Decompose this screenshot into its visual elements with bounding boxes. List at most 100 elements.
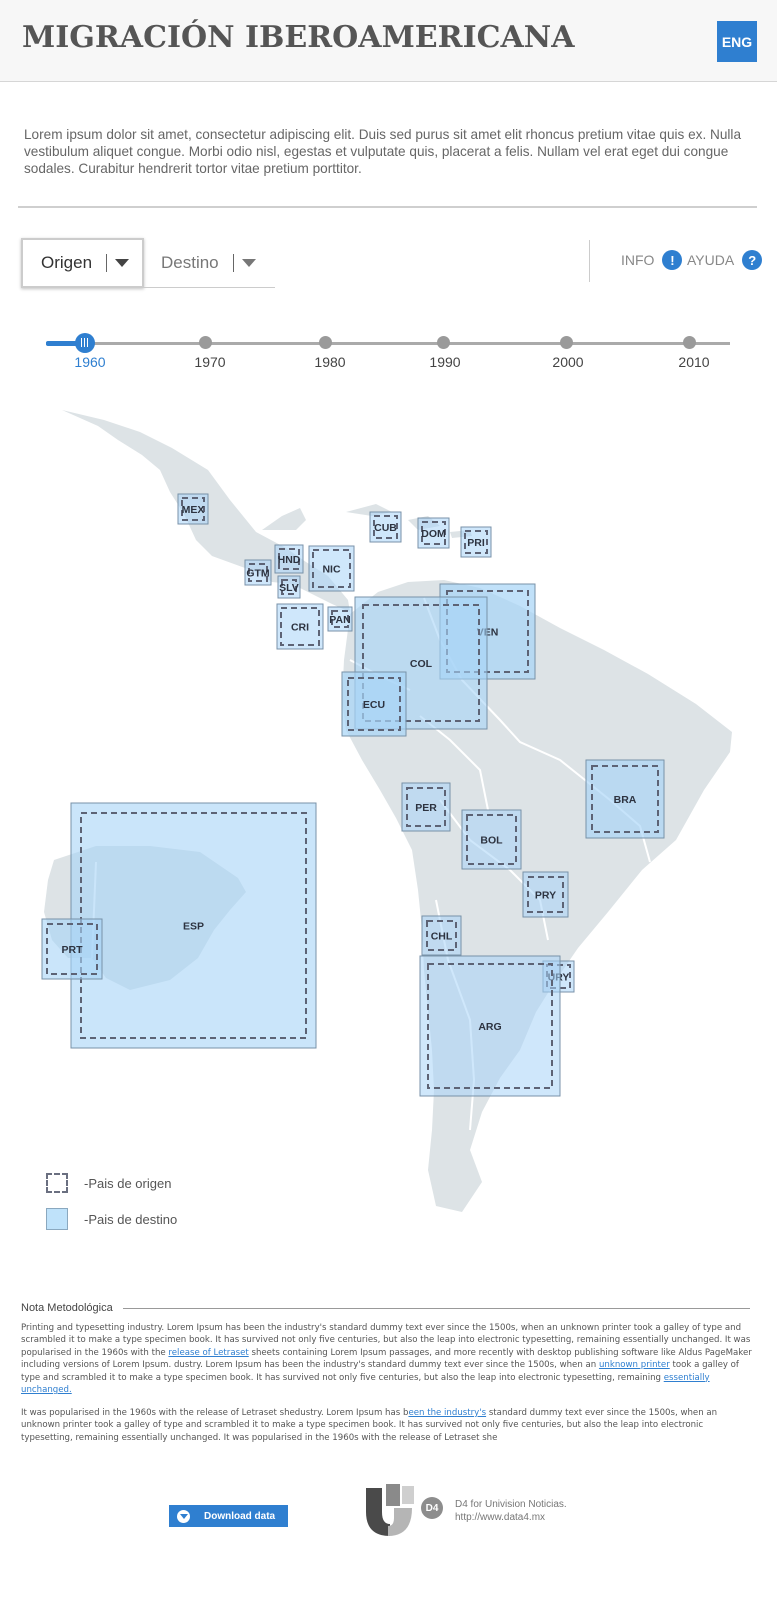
destination-box[interactable] (421, 915, 462, 956)
d4-badge: D4 (421, 1497, 443, 1519)
year-label-1980[interactable]: 1980 (314, 354, 346, 370)
country-code-label: PER (415, 802, 437, 814)
ayuda-button[interactable]: AYUDA ? (687, 250, 763, 270)
info-icon: ! (662, 250, 683, 270)
origin-box (466, 814, 517, 865)
country-box-chl[interactable]: CHL (421, 915, 462, 956)
release-of-letraset-link[interactable]: release of Letraset (168, 1347, 249, 1358)
destination-box[interactable] (419, 955, 561, 1097)
info-label: INFO (621, 252, 655, 268)
credit-url[interactable]: http://www.data4.mx (455, 1512, 546, 1523)
origin-box (591, 765, 659, 833)
nota-header: Nota Metodológica (21, 1302, 750, 1314)
country-box-per[interactable]: PER (401, 782, 451, 832)
chevron-down-icon (241, 258, 256, 267)
destino-label: Destino (161, 252, 219, 272)
timeline-track[interactable] (46, 342, 730, 345)
country-box-pri[interactable]: PRI (460, 526, 492, 558)
destination-box[interactable] (461, 809, 522, 870)
nota-text: standard dummy text ever since the 1500s… (21, 1408, 718, 1443)
destination-box[interactable] (277, 575, 301, 599)
download-data-button[interactable]: Download data (169, 1505, 288, 1527)
origin-box (527, 876, 564, 913)
chevron-down-icon (115, 259, 130, 267)
credit-line: D4 for Univision Noticias. (455, 1499, 567, 1510)
origin-box (426, 920, 457, 951)
country-code-label: SLV (279, 582, 299, 594)
country-code-label: NIC (322, 564, 341, 576)
country-box-slv[interactable]: SLV (277, 575, 301, 599)
country-box-bra[interactable]: BRA (585, 759, 665, 839)
destination-box[interactable] (522, 871, 569, 918)
country-code-label: PRT (62, 944, 84, 956)
origen-label: Origen (41, 253, 93, 272)
nota-text: took a galley of type and scrambled it t… (21, 1360, 739, 1383)
year-label-1990[interactable]: 1990 (429, 354, 461, 370)
year-timeline-slider[interactable]: 1960 1970 1980 1990 2000 2010 (0, 320, 777, 380)
country-code-label: ARG (478, 1021, 501, 1033)
origin-box (362, 604, 480, 722)
country-box-ecu[interactable]: ECU (341, 671, 407, 737)
country-box-cub[interactable]: CUB (369, 511, 402, 543)
country-code-label: CUB (374, 522, 397, 534)
country-box-mex[interactable]: MEX (177, 493, 209, 525)
divider (18, 206, 757, 208)
timeline-stop-1990[interactable] (437, 336, 450, 349)
unknown-printer-link[interactable]: unknown printer (598, 1360, 670, 1371)
nota-text: sheets containing Lorem Ipsum passages, … (21, 1347, 752, 1371)
country-box-gtm[interactable]: GTM (244, 559, 272, 586)
nota-text: It was popularised in the 1960s with the… (21, 1408, 409, 1418)
country-box-pan[interactable]: PAN (327, 606, 353, 632)
destination-box[interactable] (585, 759, 665, 839)
country-box-prt[interactable]: PRT (41, 918, 103, 980)
country-code-label: ESP (183, 921, 204, 933)
country-boxes[interactable]: MEXCUBDOMPRIHNDGTMNICSLVCRIPANVENCOLECUB… (41, 493, 665, 1097)
destination-box[interactable] (308, 545, 355, 592)
country-code-label: PAN (329, 614, 350, 626)
legend-origin: -Pais de origen (46, 1173, 171, 1193)
country-code-label: PRY (535, 890, 556, 902)
country-box-dom[interactable]: DOM (417, 517, 450, 549)
country-box-hnd[interactable]: HND (274, 544, 304, 574)
timeline-stop-2000[interactable] (560, 336, 573, 349)
destination-box[interactable] (401, 782, 451, 832)
origin-swatch (46, 1173, 68, 1193)
origen-dropdown[interactable]: Origen (21, 238, 144, 288)
language-toggle-button[interactable]: ENG (717, 21, 757, 62)
destination-box[interactable] (341, 671, 407, 737)
origin-box (46, 923, 98, 975)
timeline-stop-2010[interactable] (683, 336, 696, 349)
timeline-handle[interactable] (75, 333, 95, 353)
timeline-stop-1980[interactable] (319, 336, 332, 349)
country-box-cri[interactable]: CRI (276, 603, 324, 650)
page-title: MIGRACIÓN IBEROAMERICANA (22, 20, 575, 55)
country-box-esp[interactable]: ESP (70, 802, 317, 1049)
country-box-nic[interactable]: NIC (308, 545, 355, 592)
country-box-arg[interactable]: ARG (419, 955, 561, 1097)
year-label-2000[interactable]: 2000 (552, 354, 584, 370)
intro-text: Lorem ipsum dolor sit amet, consectetur … (24, 127, 742, 176)
timeline-stop-1970[interactable] (199, 336, 212, 349)
origin-box (248, 563, 268, 582)
destination-box[interactable] (41, 918, 103, 980)
industry-link[interactable]: een the industry's (408, 1408, 487, 1418)
origin-box (427, 963, 553, 1089)
destino-dropdown[interactable]: Destino (144, 238, 275, 288)
destination-box[interactable] (70, 802, 317, 1049)
dropdown-separator (232, 253, 234, 272)
info-button[interactable]: INFO ! (621, 250, 683, 270)
country-box-pry[interactable]: PRY (522, 871, 569, 918)
country-code-label: GTM (246, 568, 270, 580)
year-label-1960[interactable]: 1960 (74, 354, 106, 370)
destination-box[interactable] (276, 603, 324, 650)
essentially-unchanged-link[interactable]: essentially unchanged. (21, 1372, 710, 1396)
country-box-bol[interactable]: BOL (461, 809, 522, 870)
country-code-label: COL (410, 658, 433, 670)
nota-text: Printing and typesetting industry. Lorem… (21, 1323, 751, 1358)
dropdown-separator (106, 254, 108, 272)
origin-box (331, 610, 349, 628)
year-label-1970[interactable]: 1970 (194, 354, 226, 370)
legend-destination: -Pais de destino (46, 1208, 177, 1230)
header: MIGRACIÓN IBEROAMERICANA ENG (0, 0, 777, 82)
year-label-2010[interactable]: 2010 (678, 354, 710, 370)
